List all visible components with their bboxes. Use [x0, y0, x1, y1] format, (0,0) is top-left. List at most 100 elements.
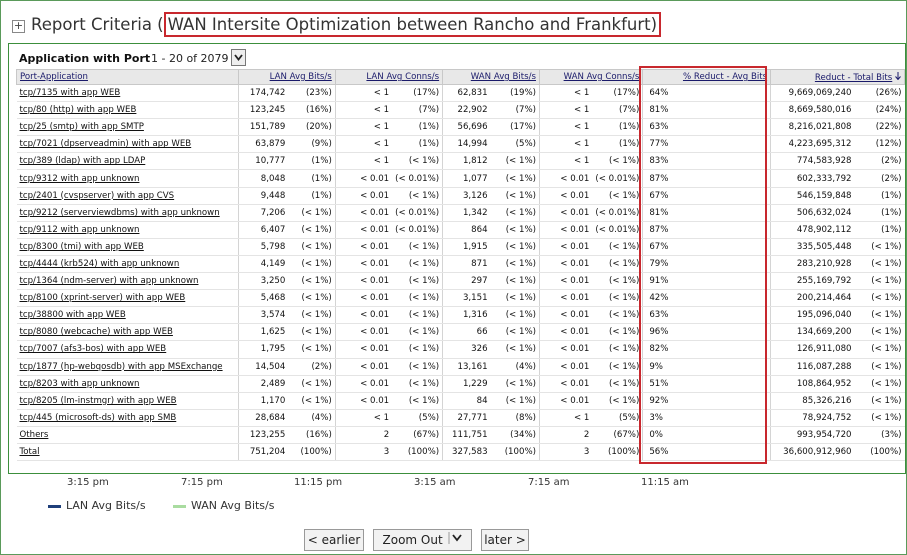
app-link[interactable]: tcp/7007 (afs3-bos) with app WEB [19, 344, 167, 355]
app-link[interactable]: tcp/8203 with app unknown [19, 378, 140, 389]
bar-cell [678, 392, 771, 410]
cell: (< 1%) [592, 187, 643, 205]
cell: < 0.01 [538, 340, 593, 359]
cell: (100%) [392, 443, 443, 462]
app-cell: tcp/8080 (webcache) with app WEB [16, 323, 239, 342]
column-header[interactable]: LAN Avg Bits/s [237, 69, 336, 85]
app-link[interactable]: tcp/38800 with app WEB [19, 310, 126, 321]
button[interactable]: < earlier [304, 529, 364, 551]
cell: (< 1%) [854, 306, 905, 325]
range-dropdown[interactable] [231, 49, 246, 66]
app-link[interactable]: tcp/1364 (ndm-server) with app unknown [19, 276, 199, 287]
app-link[interactable]: tcp/80 (http) with app WEB [19, 105, 137, 116]
table-row: tcp/8080 (webcache) with app WEB 1,625 (< … [16, 323, 905, 342]
app-link[interactable]: tcp/7021 (dpserveadmin) with app WEB [19, 139, 192, 150]
column-header[interactable]: Port-Application [16, 69, 239, 85]
column-header[interactable]: WAN Avg Conns/s [538, 69, 644, 85]
column-header[interactable]: WAN Avg Bits/s [442, 69, 540, 85]
cell: (3%) [854, 426, 905, 444]
app-link[interactable]: tcp/25 (smtp) with app SMTP [19, 122, 144, 133]
cell: 3 [334, 443, 393, 462]
app-link[interactable]: tcp/8100 (xprint-server) with app WEB [19, 293, 186, 304]
page-range: 1 - 20 of 2079 [151, 52, 229, 65]
cell: (< 1%) [288, 340, 336, 359]
cell: 751,204 [237, 443, 289, 462]
table-row: tcp/8205 (lm-instmgr) with app WEB 1,170(… [16, 392, 905, 410]
cell: (< 1%) [490, 152, 540, 171]
bar-cell [678, 409, 771, 427]
app-link[interactable]: tcp/4444 (krb524) with app unknown [19, 258, 180, 269]
cell: (5%) [392, 409, 443, 427]
cell: (< 1%) [490, 187, 540, 205]
column-header[interactable]: LAN Avg Conns/s [334, 69, 444, 85]
table-row: tcp/1877 (hp-webqosdb) with app MSExchan… [16, 358, 905, 376]
cell: 116,087,288 [770, 358, 855, 376]
cell: (< 1%) [854, 340, 905, 359]
column-header[interactable]: % Reduct - Avg Bits [642, 69, 772, 85]
header-link[interactable]: WAN Avg Bits/s [470, 72, 536, 82]
app-cell: tcp/8100 (xprint-server) with app WEB [16, 289, 239, 308]
cell: 200,214,464 [770, 289, 855, 308]
cell: (< 1%) [592, 375, 643, 393]
cell: 22,902 [442, 101, 491, 120]
cell: (< 1%) [288, 221, 336, 239]
sort-icon [895, 71, 901, 80]
cell: (1%) [592, 135, 643, 154]
bar-cell [678, 204, 771, 222]
cell: (< 1%) [392, 340, 443, 359]
app-link[interactable]: Others [19, 429, 49, 440]
cell: (< 1%) [854, 238, 905, 256]
cell: < 0.01 [538, 323, 593, 342]
dropdown-arrow [448, 532, 462, 544]
header-link[interactable]: LAN Avg Conns/s [366, 72, 440, 82]
table-row: tcp/7007 (afs3-bos) with app WEB 1,795 (< … [16, 340, 905, 359]
button[interactable]: Zoom Out [373, 529, 472, 551]
app-link[interactable]: tcp/1877 (hp-webqosdb) with app MSExchan… [19, 361, 223, 372]
reduct-pct: 63% [642, 118, 679, 137]
header-link[interactable]: Reduct - Total Bits [814, 72, 893, 83]
cell: 126,911,080 [770, 340, 855, 359]
cell: (< 1%) [490, 340, 540, 359]
bar-cell [678, 221, 771, 239]
cell: 66 [442, 323, 491, 342]
cell: (< 1%) [490, 204, 540, 222]
app-link[interactable]: tcp/8080 (webcache) with app WEB [19, 327, 173, 338]
cell: (7%) [490, 101, 540, 120]
app-cell: Total [16, 443, 239, 462]
cell: (< 1%) [490, 221, 540, 239]
cell: (< 0.01%) [392, 169, 443, 188]
header-link[interactable]: WAN Avg Conns/s [563, 72, 640, 82]
cell: 297 [442, 272, 491, 291]
table-row: tcp/25 (smtp) with app SMTP 151,789 (20%) <… [16, 118, 905, 137]
cell: (67%) [592, 426, 643, 444]
cell: (< 1%) [854, 255, 905, 274]
cell: (< 1%) [490, 238, 540, 256]
app-link[interactable]: tcp/9212 (serverviewdbms) with app unkno… [19, 207, 220, 218]
expand-toggle[interactable]: + [12, 19, 25, 33]
table-row: tcp/2401 (cvspserver) with app CVS 9,448 (… [16, 187, 905, 205]
x-axis-label: 7:15 am [528, 477, 570, 488]
header-link[interactable]: Port-Application [20, 72, 88, 82]
cell: (< 1%) [288, 306, 336, 325]
cell: (17%) [392, 84, 443, 103]
header-row: Port-Application LAN Avg Bits/s LAN Avg Co… [16, 69, 905, 85]
app-link[interactable]: tcp/2401 (cvspserver) with app CVS [19, 190, 175, 201]
button[interactable]: later > [481, 529, 529, 551]
app-link[interactable]: tcp/7135 with app WEB [19, 88, 121, 99]
app-link[interactable]: tcp/9312 with app unknown [19, 173, 140, 184]
header-link[interactable]: % Reduct - Avg Bits [682, 72, 768, 82]
app-link[interactable]: tcp/8300 (tmi) with app WEB [19, 241, 144, 252]
cell: < 1 [334, 101, 393, 120]
cell: (1%) [392, 118, 443, 137]
app-link[interactable]: tcp/9112 with app unknown [19, 224, 140, 235]
cell: 9,448 [237, 187, 289, 205]
column-header[interactable]: Reduct - Total Bits [770, 69, 905, 85]
app-link[interactable]: tcp/8205 (lm-instmgr) with app WEB [19, 395, 177, 406]
app-link[interactable]: tcp/445 (microsoft-ds) with app SMB [19, 412, 177, 423]
cell: 195,096,040 [770, 306, 855, 325]
cell: 335,505,448 [770, 238, 855, 256]
app-link[interactable]: tcp/389 (ldap) with app LDAP [19, 156, 146, 167]
cell: (< 1%) [288, 272, 336, 291]
header-link[interactable]: LAN Avg Bits/s [269, 72, 332, 82]
